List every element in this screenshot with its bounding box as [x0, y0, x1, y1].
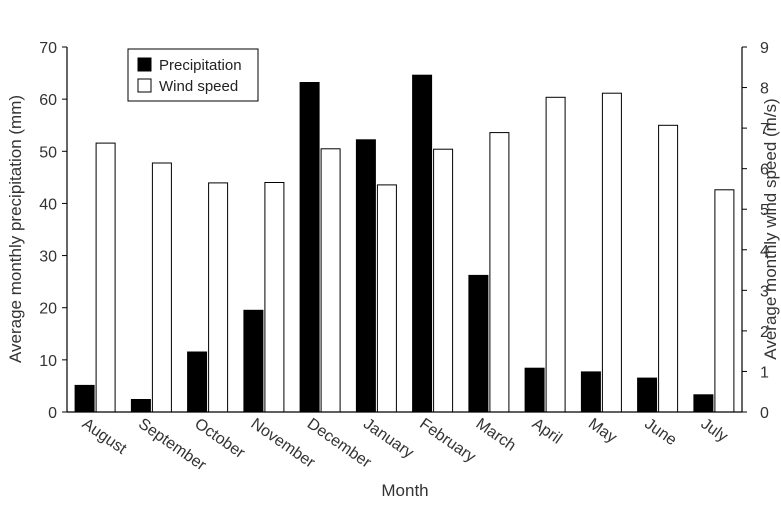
legend-swatch-precipitation: [137, 57, 152, 72]
bar-precipitation-september: [130, 399, 151, 413]
bar-wind-speed-october: [208, 182, 229, 413]
bar-precipitation-january: [355, 139, 376, 413]
bar-precipitation-april: [524, 367, 545, 413]
bar-wind-speed-september: [151, 162, 172, 413]
left-y-axis-title: Average monthly precipitation (mm): [6, 95, 25, 363]
left-tick-label: 70: [39, 40, 57, 57]
bar-precipitation-may: [580, 371, 601, 413]
category-label-march: March: [473, 415, 519, 454]
legend: Precipitation Wind speed: [127, 48, 259, 102]
bar-precipitation-december: [299, 82, 320, 413]
bar-wind-speed-january: [376, 184, 397, 413]
legend-label-wind-speed: Wind speed: [159, 78, 238, 95]
category-label-may: May: [585, 415, 620, 446]
bar-wind-speed-november: [264, 182, 285, 413]
left-tick-label: 30: [39, 249, 57, 266]
category-label-july: July: [698, 415, 731, 445]
bar-wind-speed-august: [95, 142, 116, 413]
bar-precipitation-july: [693, 394, 714, 413]
bar-wind-speed-june: [658, 124, 679, 413]
bar-precipitation-october: [187, 351, 208, 413]
x-axis-title: Month: [381, 481, 428, 500]
bar-wind-speed-may: [601, 92, 622, 413]
right-tick-label: 4: [760, 243, 769, 260]
bar-wind-speed-april: [545, 96, 566, 413]
right-tick-label: 7: [760, 121, 769, 138]
bar-wind-speed-december: [320, 148, 341, 413]
bar-precipitation-august: [74, 384, 95, 413]
left-tick-label: 60: [39, 92, 57, 109]
right-tick-label: 2: [760, 324, 769, 341]
legend-swatch-wind-speed: [137, 78, 152, 93]
right-tick-label: 5: [760, 202, 769, 219]
right-tick-label: 3: [760, 283, 769, 300]
category-label-june: June: [641, 415, 679, 449]
bars-layer: [74, 74, 735, 413]
bar-precipitation-march: [468, 274, 489, 413]
right-tick-label: 6: [760, 162, 769, 179]
right-tick-label: 0: [760, 405, 769, 422]
left-tick-label: 20: [39, 301, 57, 318]
bar-wind-speed-july: [714, 189, 735, 413]
left-y-axis-ticks: 0 10 20 30 40 50 60 70: [39, 40, 67, 422]
category-label-august: August: [79, 415, 130, 458]
bar-wind-speed-march: [489, 132, 510, 413]
left-tick-label: 0: [48, 405, 57, 422]
right-y-axis-title: Average monthly wind speed (m/s): [761, 98, 780, 359]
bar-wind-speed-february: [433, 148, 454, 413]
bar-precipitation-february: [412, 74, 433, 413]
legend-label-precipitation: Precipitation: [159, 57, 242, 74]
left-tick-label: 40: [39, 196, 57, 213]
right-y-axis-ticks: 0 1 2 3 4 5 6 7 8 9: [742, 40, 769, 422]
left-tick-label: 10: [39, 353, 57, 370]
right-tick-label: 1: [760, 364, 769, 381]
category-label-april: April: [529, 415, 565, 447]
bar-precipitation-november: [243, 309, 264, 413]
bar-precipitation-june: [637, 377, 658, 413]
right-tick-label: 9: [760, 40, 769, 57]
left-tick-label: 50: [39, 144, 57, 161]
category-label-february: February: [416, 415, 478, 466]
right-tick-label: 8: [760, 81, 769, 98]
